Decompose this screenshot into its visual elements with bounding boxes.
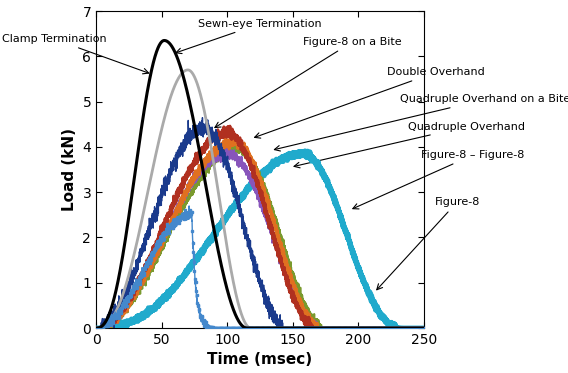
Text: Figure-8 on a Bite: Figure-8 on a Bite [215, 37, 402, 128]
Text: Quadruple Overhand on a Bite: Quadruple Overhand on a Bite [274, 94, 568, 151]
Y-axis label: Load (kN): Load (kN) [62, 128, 77, 211]
Text: Quadruple Overhand: Quadruple Overhand [294, 122, 525, 168]
X-axis label: Time (msec): Time (msec) [207, 352, 312, 367]
Text: Clamp Termination: Clamp Termination [2, 34, 149, 74]
Text: Double Overhand: Double Overhand [254, 67, 485, 138]
Text: Figure-8 – Figure-8: Figure-8 – Figure-8 [353, 150, 525, 209]
Text: Figure-8: Figure-8 [377, 197, 480, 290]
Text: Sewn-eye Termination: Sewn-eye Termination [176, 19, 322, 54]
